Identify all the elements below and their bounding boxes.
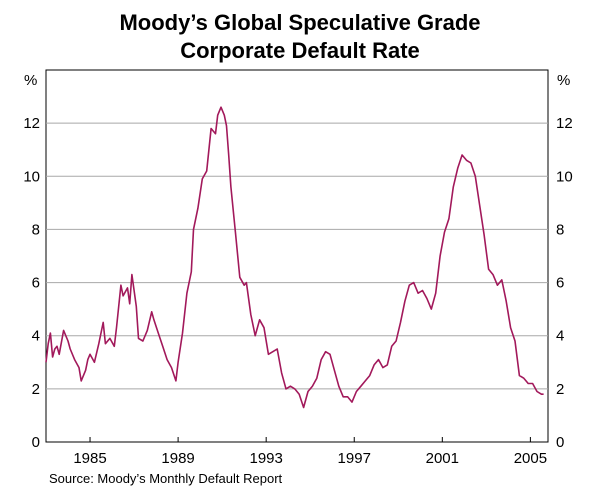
y-tick-labels: 0 0 2 2 4 4 6 6 8 8 10 10 12 12 <box>23 115 572 451</box>
y-tick-right-2: 2 <box>556 381 564 398</box>
source-note: Source: Moody’s Monthly Default Report <box>49 471 283 486</box>
x-tick-label-2001: 2001 <box>426 450 459 467</box>
x-tick-label-2005: 2005 <box>514 450 547 467</box>
y-tick-right-6: 6 <box>556 275 564 292</box>
x-tick-label-1985: 1985 <box>73 450 106 467</box>
y-tick-right-4: 4 <box>556 328 564 345</box>
grid-lines <box>46 122 548 390</box>
y-tick-left-4: 4 <box>32 328 40 345</box>
x-tick-label-1993: 1993 <box>249 450 282 467</box>
y-axis-unit-right: % <box>557 72 570 89</box>
x-tick-labels: 1985 1989 1993 1997 2001 2005 <box>73 437 547 467</box>
y-tick-right-8: 8 <box>556 221 564 238</box>
y-tick-right-0: 0 <box>556 434 564 451</box>
chart-title-line-2: Corporate Default Rate <box>180 38 420 63</box>
y-tick-left-6: 6 <box>32 275 40 292</box>
y-tick-left-10: 10 <box>23 168 40 185</box>
chart-title-line-1: Moody’s Global Speculative Grade <box>119 10 480 35</box>
plot-area <box>45 69 549 443</box>
y-tick-right-10: 10 <box>556 168 573 185</box>
y-axis-unit-left: % <box>24 72 37 89</box>
y-tick-left-0: 0 <box>32 434 40 451</box>
x-tick-label-1997: 1997 <box>338 450 371 467</box>
default-rate-line <box>45 106 544 409</box>
x-tick-label-1989: 1989 <box>161 450 194 467</box>
y-tick-left-8: 8 <box>32 221 40 238</box>
y-tick-right-12: 12 <box>556 115 573 132</box>
y-tick-left-2: 2 <box>32 381 40 398</box>
y-tick-left-12: 12 <box>23 115 40 132</box>
